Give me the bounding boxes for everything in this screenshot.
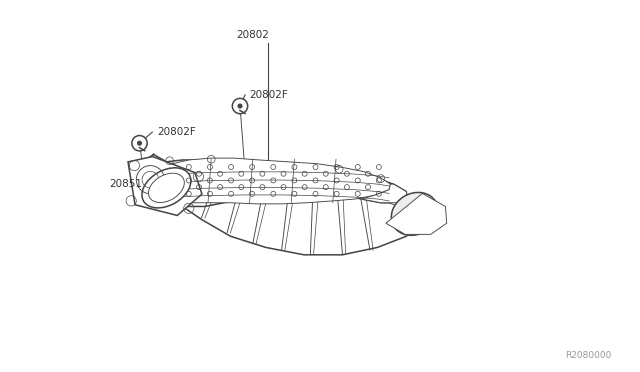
Circle shape [132, 135, 147, 151]
Polygon shape [355, 182, 419, 208]
Polygon shape [386, 193, 447, 234]
Text: 20802: 20802 [236, 31, 269, 40]
Circle shape [137, 141, 142, 146]
Polygon shape [131, 162, 176, 203]
Polygon shape [170, 162, 419, 255]
Polygon shape [191, 173, 205, 197]
Text: R2080000: R2080000 [565, 351, 611, 360]
Polygon shape [161, 158, 390, 204]
Ellipse shape [142, 168, 191, 208]
Circle shape [237, 103, 243, 109]
Polygon shape [128, 157, 202, 215]
Ellipse shape [148, 173, 184, 202]
Circle shape [232, 98, 248, 114]
Polygon shape [131, 154, 406, 206]
Text: 20851: 20851 [109, 179, 142, 189]
Text: 20802F: 20802F [250, 90, 289, 100]
Polygon shape [362, 184, 406, 203]
Ellipse shape [391, 192, 438, 235]
Text: 20802F: 20802F [157, 127, 196, 137]
